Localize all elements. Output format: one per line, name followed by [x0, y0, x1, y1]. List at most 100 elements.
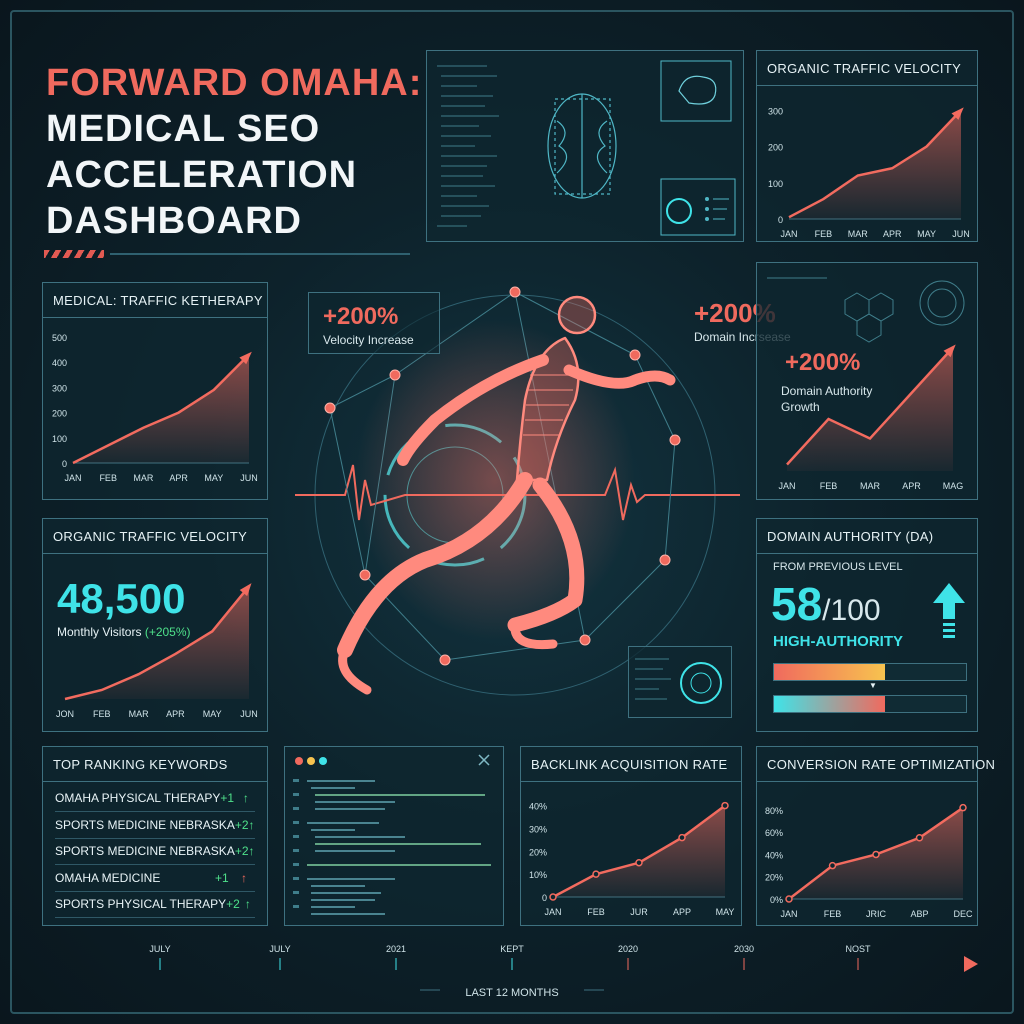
x-tick-label: APR — [166, 709, 185, 719]
panel-divider — [43, 317, 267, 318]
x-tick-label: APP — [673, 907, 691, 917]
data-point — [721, 801, 729, 810]
y-tick-label: 0 — [542, 893, 547, 903]
keyword-name: OMAHA MEDICINE — [55, 870, 161, 885]
title-line-2: MEDICAL SEO — [46, 108, 321, 150]
x-tick-label: JUN — [240, 709, 258, 719]
panel-title: MEDICAL: TRAFFIC KETHERAPY — [53, 293, 263, 308]
y-tick-label: 100 — [52, 434, 67, 444]
x-tick-label: FEB — [824, 909, 842, 919]
callout-da-label: Domain Authority Growth — [781, 384, 873, 414]
x-tick-label: MAR — [860, 481, 881, 491]
data-point — [678, 833, 686, 842]
keyword-row[interactable]: SPORTS MEDICINE NEBRASKA +2 ↑ — [55, 838, 255, 865]
x-tick-label: APR — [902, 481, 921, 491]
x-tick-label: MAR — [133, 473, 154, 483]
x-tick-label: APR — [883, 229, 902, 239]
data-point — [828, 861, 837, 870]
timeline-tick-label: JULY — [269, 944, 290, 954]
y-tick-label: 20% — [529, 847, 547, 857]
up-arrow-icon — [933, 583, 965, 638]
data-point — [785, 895, 793, 903]
backlink-chart: 0 10% 20% 30% 40% JAN FEB JUR APP MAY — [529, 801, 734, 917]
domain-authority-card: DOMAIN AUTHORITY (DA) FROM PREVIOUS LEVE… — [756, 518, 978, 732]
area-fill — [789, 110, 961, 219]
panel-divider — [43, 553, 267, 554]
monthly-visitors-label: Monthly Visitors (+205%) — [57, 625, 191, 639]
area-fill — [789, 807, 963, 899]
data-point — [592, 870, 600, 878]
visitors-label-text: Monthly Visitors — [57, 625, 142, 639]
y-tick-label: 200 — [768, 143, 783, 153]
code-editor-panel — [284, 746, 504, 926]
x-tick-label: JON — [56, 709, 74, 719]
series-line — [788, 109, 962, 219]
timeline-tick-label: JULY — [149, 944, 170, 954]
title-line-3: ACCELERATION — [46, 154, 358, 196]
rank-up-arrow-icon: ↑ — [244, 897, 251, 911]
domain-growth-chart: JAN FEB MAR APR MAG — [778, 344, 963, 491]
timeline-caption: LAST 12 MONTHS — [465, 987, 558, 999]
da-bar-1 — [773, 663, 967, 681]
panel-title: TOP RANKING KEYWORDS — [53, 757, 228, 772]
code-lines — [293, 779, 491, 915]
keyword-row[interactable]: OMAHA PHYSICAL THERAPY +1 ↑ — [55, 785, 255, 812]
title-divider — [110, 253, 410, 255]
da-bar-fill-1 — [774, 664, 886, 680]
organic-velocity-chart: 0 100 200 300 JAN FEB MAR APR MAY JUN — [768, 106, 970, 239]
rank-up-arrow-icon: ↑ — [248, 844, 255, 858]
keyword-delta: +2 — [234, 844, 249, 858]
da-score: 58/100 — [771, 577, 881, 631]
brain-scan-panel — [426, 50, 744, 242]
x-tick-label: ABP — [910, 909, 928, 919]
trend-arrow-icon — [951, 107, 964, 120]
x-tick-label: JAN — [780, 229, 797, 239]
title-line-4: DASHBOARD — [46, 200, 302, 242]
x-tick-label: JAN — [778, 481, 795, 491]
keyword-row[interactable]: SPORTS PHYSICAL THERAPY +2 ↑ — [55, 891, 255, 918]
series-line — [786, 346, 954, 466]
rank-up-arrow-icon: ↑ — [248, 817, 255, 832]
gauge-mini-panel — [628, 646, 732, 718]
window-close-dot — [295, 757, 303, 765]
panel-title: ORGANIC TRAFFIC VELOCITY — [53, 529, 248, 544]
data-point — [549, 893, 557, 901]
panel-title: ORGANIC TRAFFIC VELOCITY — [767, 61, 962, 76]
dashboard-frame — [10, 10, 1014, 1014]
area-fill — [73, 354, 249, 463]
keyword-delta: +2 — [234, 817, 249, 832]
trend-arrow-icon — [943, 344, 956, 358]
hexagon-network — [767, 277, 965, 343]
y-tick-label: 40% — [529, 802, 547, 812]
x-tick-label: FEB — [815, 229, 833, 239]
keyword-name: SPORTS MEDICINE NEBRASKA — [55, 844, 235, 858]
y-tick-label: 0 — [778, 215, 783, 225]
y-tick-label: 30% — [529, 824, 547, 834]
keyword-name: OMAHA PHYSICAL THERAPY — [55, 791, 221, 805]
keyword-row[interactable]: OMAHA MEDICINE +1 ↑ — [55, 865, 255, 892]
y-tick-label: 400 — [52, 358, 67, 368]
brain-outline — [547, 93, 617, 199]
data-point — [915, 834, 924, 842]
y-tick-label: 80% — [765, 806, 783, 816]
timeline-tick-label: KEPT — [500, 944, 524, 954]
keyword-row[interactable]: SPORTS MEDICINE NEBRASKA +2 ↑ — [55, 812, 255, 839]
conversion-panel: CONVERSION RATE OPTIMIZATION 0% 20% 40% 60%… — [756, 746, 995, 926]
x-tick-label: MAR — [129, 709, 150, 719]
runner-figure — [337, 295, 676, 695]
x-tick-label: FEB — [93, 709, 111, 719]
velocity-mini-chart: JON FEB MAR APR MAY JUN — [56, 583, 258, 719]
data-point — [872, 850, 880, 859]
timeline-tick-label: 2020 — [618, 944, 638, 954]
x-tick-label: JAN — [544, 907, 561, 917]
y-tick-label: 0 — [62, 459, 67, 469]
y-tick-label: 60% — [765, 828, 783, 838]
x-tick-label: FEB — [820, 481, 838, 491]
trend-arrow-icon — [239, 351, 252, 365]
domain-authority-growth-panel: +200% Domain Authority Growth JAN FEB MAR A… — [756, 262, 978, 500]
traffic-ketherapy-panel: MEDICAL: TRAFFIC KETHERAPY 0 100 200 300 400… — [42, 282, 268, 500]
series-line — [64, 585, 250, 701]
area-fill — [553, 805, 725, 897]
x-tick-label: MAY — [204, 473, 223, 483]
da-value: 58 — [771, 578, 823, 630]
